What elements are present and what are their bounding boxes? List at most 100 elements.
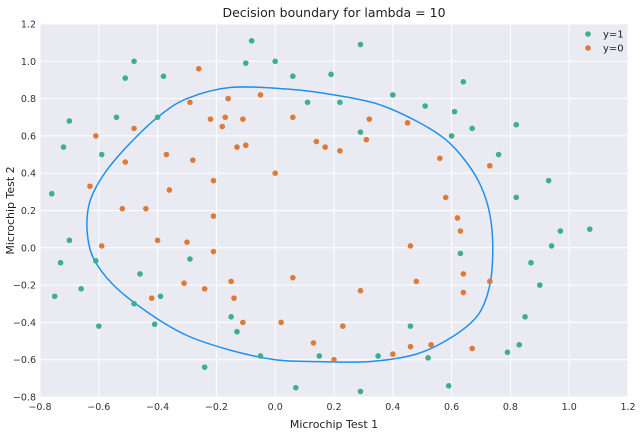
data-point-y1 <box>451 108 458 115</box>
data-point-y1 <box>248 37 255 44</box>
data-point-y1 <box>201 364 208 370</box>
data-point-y1 <box>513 194 520 201</box>
x-tick-label: 0.4 <box>385 402 400 413</box>
x-tick-label: 0.2 <box>326 402 341 413</box>
data-point-y1 <box>292 384 299 391</box>
data-point-y1 <box>98 151 105 158</box>
data-point-y0 <box>190 157 196 163</box>
data-point-y0 <box>228 278 234 285</box>
data-points <box>48 37 593 395</box>
data-point-y1 <box>445 383 452 389</box>
y-tick-label: −0.2 <box>13 281 36 292</box>
x-tick-label: −0.6 <box>87 402 110 413</box>
data-point-y0 <box>331 356 337 363</box>
data-point-y0 <box>210 177 217 184</box>
x-axis-label: Microchip Test 1 <box>290 418 378 431</box>
data-point-y0 <box>337 148 343 154</box>
data-point-y1 <box>304 99 311 106</box>
data-point-y1 <box>157 293 164 300</box>
data-point-y1 <box>469 125 475 132</box>
legend-label: y=1 <box>603 30 624 41</box>
data-point-y1 <box>78 286 84 292</box>
data-point-y0 <box>210 248 217 255</box>
legend-marker <box>585 45 591 51</box>
data-point-y1 <box>57 259 64 266</box>
data-point-y0 <box>163 151 170 158</box>
data-point-y0 <box>272 170 279 176</box>
data-point-y0 <box>357 287 364 294</box>
y-tick-label: 0.6 <box>21 131 36 142</box>
data-point-y1 <box>243 60 249 66</box>
x-tick-label: −0.8 <box>28 402 51 413</box>
y-tick-label: −0.4 <box>13 318 36 329</box>
data-point-y0 <box>460 289 467 296</box>
data-point-y0 <box>98 243 105 249</box>
decision-boundary-curve <box>86 86 494 363</box>
data-point-y0 <box>131 125 137 132</box>
data-point-y1 <box>151 321 158 328</box>
y-tick-label: 0.0 <box>21 243 36 254</box>
data-point-y1 <box>528 259 534 266</box>
x-tick-label: −0.4 <box>146 402 169 413</box>
data-point-y0 <box>290 114 296 121</box>
data-point-y0 <box>428 341 434 348</box>
data-point-y0 <box>322 144 328 150</box>
y-tick-label: 1.0 <box>21 57 36 68</box>
legend-label: y=0 <box>603 44 624 55</box>
data-point-y0 <box>119 205 126 212</box>
data-point-y1 <box>234 328 240 335</box>
data-point-y1 <box>375 353 381 359</box>
x-tick-label: 0.0 <box>268 402 283 413</box>
y-tick-label: −0.6 <box>13 355 36 366</box>
data-point-y0 <box>222 114 229 121</box>
data-point-y0 <box>257 92 264 98</box>
data-point-y0 <box>207 116 214 122</box>
y-tick-label: 0.2 <box>21 206 36 217</box>
data-point-y1 <box>60 144 67 150</box>
data-point-y1 <box>328 71 334 78</box>
chart-title: Decision boundary for lambda = 10 <box>222 5 445 20</box>
data-point-y1 <box>357 388 364 395</box>
data-point-y0 <box>390 351 396 357</box>
data-point-y0 <box>143 205 149 212</box>
data-point-y0 <box>313 138 320 145</box>
y-tick-label: 0.4 <box>21 169 36 180</box>
y-tick-label: 1.2 <box>21 20 36 31</box>
data-point-y1 <box>457 250 464 257</box>
data-point-y1 <box>513 121 520 128</box>
data-point-y1 <box>96 323 102 329</box>
data-point-y0 <box>363 136 370 143</box>
y-tick-label: −0.8 <box>13 393 36 404</box>
data-point-y0 <box>310 340 317 346</box>
data-point-y0 <box>457 228 464 234</box>
data-point-y1 <box>545 177 552 184</box>
data-point-y1 <box>131 58 137 65</box>
data-point-y1 <box>460 79 467 85</box>
data-point-y1 <box>137 271 143 277</box>
data-point-y0 <box>366 116 373 122</box>
data-point-y1 <box>48 190 55 197</box>
data-point-y0 <box>442 194 449 201</box>
data-point-y1 <box>337 99 343 106</box>
data-point-y1 <box>448 133 455 139</box>
data-point-y1 <box>422 103 428 109</box>
data-point-y1 <box>122 75 129 81</box>
data-point-y0 <box>469 345 475 352</box>
data-point-y0 <box>437 155 443 162</box>
data-point-y1 <box>154 114 161 121</box>
data-point-y1 <box>586 226 593 232</box>
data-point-y0 <box>407 343 414 350</box>
data-point-y1 <box>357 41 364 48</box>
data-point-y0 <box>487 278 493 285</box>
legend-marker <box>585 31 591 37</box>
data-point-y1 <box>495 151 502 158</box>
legend: y=1y=0 <box>585 30 624 55</box>
data-point-y1 <box>504 349 511 356</box>
data-point-y1 <box>228 314 234 320</box>
grid-lines <box>39 23 629 398</box>
data-point-y0 <box>454 215 461 221</box>
data-point-y0 <box>290 274 296 281</box>
data-point-y0 <box>460 271 467 277</box>
data-point-y0 <box>219 123 226 130</box>
